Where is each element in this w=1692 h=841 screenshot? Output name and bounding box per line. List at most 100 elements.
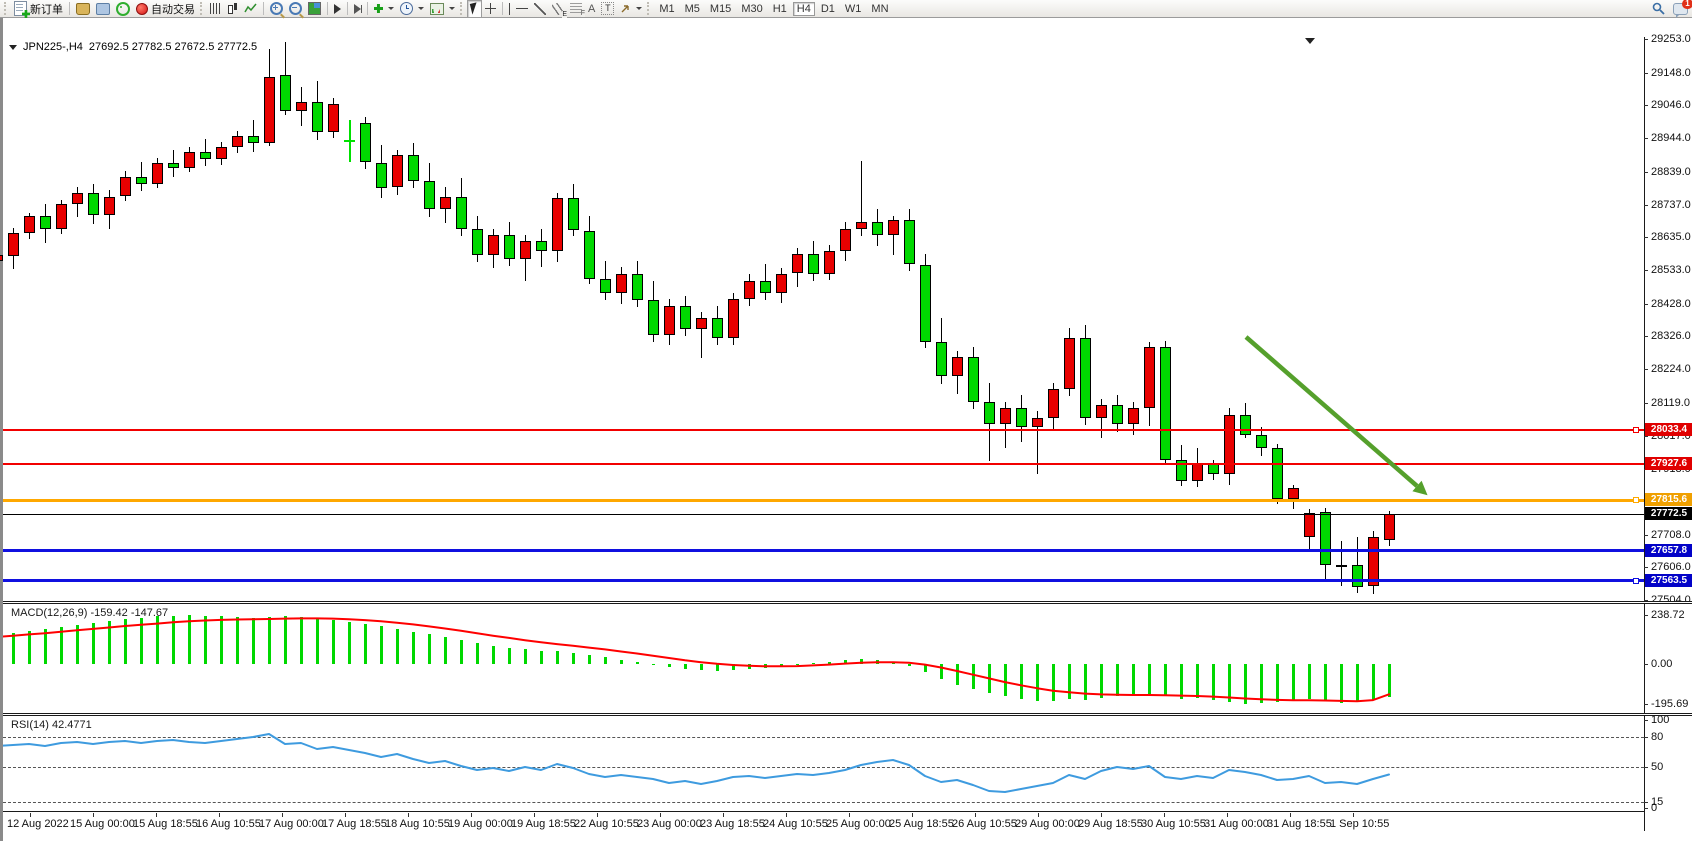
macd-histogram-bar [1372,664,1375,700]
time-label: 17 Aug 00:00 [259,818,324,830]
vertical-line-button[interactable] [506,1,513,17]
candle [1304,513,1315,538]
time-label: 29 Aug 00:00 [1015,818,1080,830]
macd-histogram-bar [988,664,991,694]
timeframe-button-M1[interactable]: M1 [659,2,675,15]
publish-button[interactable] [93,1,113,17]
rsi-label: RSI(14) 42.4771 [11,719,92,731]
line-handle[interactable] [1633,427,1639,434]
indicators-button[interactable] [371,1,397,17]
macd-histogram-bar [428,634,431,664]
price-tick-mark [1644,237,1648,239]
candle [1144,346,1155,409]
panel-splitter[interactable] [3,601,1692,604]
price-panel[interactable] [3,19,1644,601]
macd-histogram-bar [364,623,367,664]
candle [376,162,387,188]
timeframe-button-W1[interactable]: W1 [844,2,862,15]
fibonacci-icon: F [570,3,585,17]
candle [1160,346,1171,461]
line-handle[interactable] [1633,577,1639,584]
horizontal-line[interactable] [3,579,1644,583]
auto-scroll-icon [334,3,341,14]
new-order-button[interactable]: 新订单 [11,1,66,18]
crosshair-button[interactable] [482,1,499,17]
macd-panel[interactable] [3,604,1644,713]
notifications-icon[interactable]: 1 [1673,0,1692,18]
timeframe-button-MN[interactable]: MN [871,2,889,15]
rsi-panel[interactable] [3,716,1644,812]
dropdown-arrow-icon [418,7,424,10]
templates-button[interactable] [427,1,458,17]
line-handle[interactable] [1633,497,1639,504]
macd-histogram-bar [1260,664,1263,703]
toolbar-grip[interactable] [200,2,205,15]
chart-shift-button[interactable] [351,1,364,17]
candlestick-chart-button[interactable] [224,1,241,17]
timeframe-button-M30[interactable]: M30 [741,2,763,15]
time-label: 24 Aug 10:55 [763,818,828,830]
price-tick-label: 28839.0 [1651,165,1691,178]
horizontal-line[interactable] [3,549,1644,553]
price-badge: 28033.4 [1645,423,1692,437]
time-tick-mark [1290,813,1291,817]
cursor-button[interactable] [467,0,482,18]
time-label: 31 Aug 18:55 [1267,818,1332,830]
time-tick-mark [723,813,724,817]
text-label-button[interactable]: T [598,1,617,17]
time-tick-mark [408,813,409,817]
signal-button[interactable] [113,1,133,17]
macd-histogram-bar [1308,664,1311,699]
candle [568,198,579,231]
timeframe-button-M5[interactable]: M5 [684,2,700,15]
macd-histogram-bar [1116,664,1119,697]
price-tick-label: 27504.0 [1651,594,1691,606]
horizontal-line-button[interactable] [513,1,531,17]
price-tick-label: 28119.0 [1651,396,1690,409]
rsi-tick-label: 50 [1651,761,1664,773]
trendline-button[interactable] [531,1,549,17]
styles-button[interactable] [73,1,93,17]
time-label: 19 Aug 18:55 [511,818,576,830]
time-label: 23 Aug 18:55 [700,818,765,830]
zoom-in-button[interactable] [267,1,286,17]
timeframe-button-H1[interactable]: H1 [772,2,787,15]
toolbar-grip[interactable] [647,2,652,15]
arrows-button[interactable] [617,1,645,17]
timeframe-button-M15[interactable]: M15 [709,2,732,15]
timeframe-button-H4[interactable]: H4 [792,1,815,16]
candle-wick [1037,411,1038,474]
search-icon[interactable] [1652,2,1665,15]
auto-trading-button[interactable]: 自动交易 [133,1,198,17]
line-chart-button[interactable] [241,1,260,17]
candle [1320,512,1331,565]
bar-chart-button[interactable] [207,1,224,17]
auto-scroll-button[interactable] [331,1,344,17]
macd-histogram-bar [684,664,687,669]
text-button[interactable]: A [585,1,598,17]
fibonacci-button[interactable]: F [567,1,585,17]
chart-shift-marker-icon[interactable] [1305,38,1315,44]
macd-tick-mark [1644,704,1648,706]
rsi-level-line [3,802,1644,803]
timeframe-button-D1[interactable]: D1 [820,2,835,15]
periods-button[interactable] [397,1,427,17]
horizontal-line[interactable] [3,463,1644,466]
channel-button[interactable]: E [549,1,567,18]
candle [1368,537,1379,587]
time-label: 16 Aug 10:55 [196,818,261,830]
horizontal-line[interactable] [3,498,1644,502]
time-axis[interactable] [3,813,1692,841]
one-click-trading-toggle-icon[interactable] [9,44,17,50]
horizontal-line[interactable] [3,429,1644,432]
candle [664,306,675,336]
candle [1336,565,1347,568]
macd-histogram-bar [156,616,159,664]
candle [232,136,243,148]
toolbar-grip[interactable] [4,2,9,15]
tile-windows-button[interactable] [305,1,324,17]
panel-splitter[interactable] [3,713,1692,716]
toolbar-grip[interactable] [460,2,465,15]
zoom-out-button[interactable] [286,1,305,17]
